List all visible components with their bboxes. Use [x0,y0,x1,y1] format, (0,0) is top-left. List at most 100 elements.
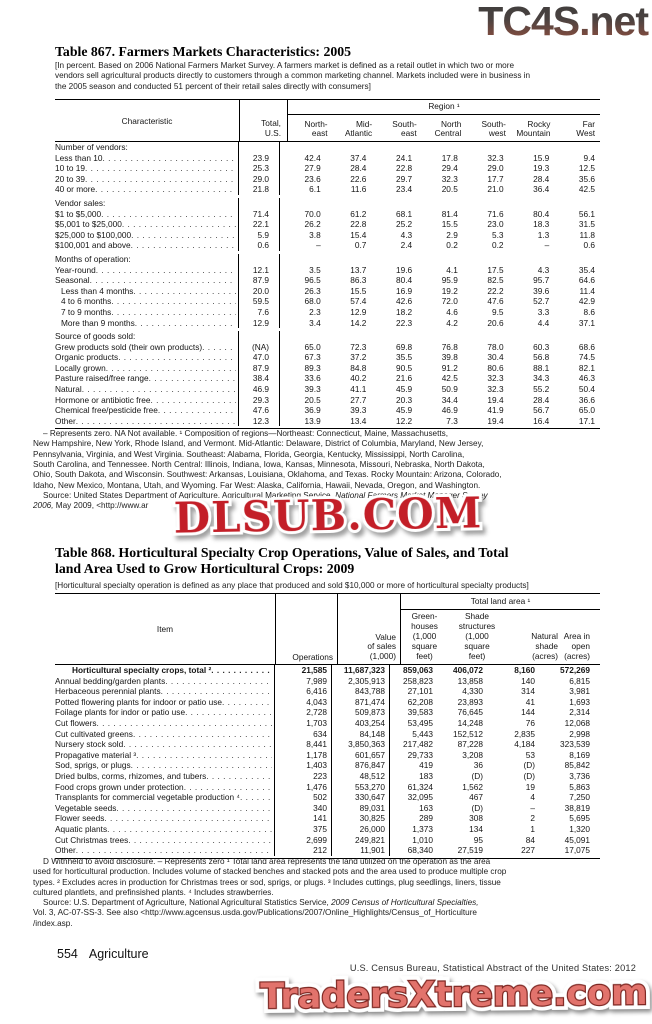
value-cell [280,331,326,342]
value-cell: 81.4 [441,208,458,219]
value-cell: 134 [469,823,483,834]
value-cell: 3,850,363 [332,739,390,750]
table-867: Characteristic Total, U.S. Region ¹ Nort… [55,99,600,430]
value-cell: 89,031 [332,802,390,814]
row-label: Vegetable seeds [55,802,275,814]
value-cell: 7.6 [239,306,280,318]
value-cell: 78.0 [487,341,504,352]
value-cell: 27,519 [457,845,483,856]
value-cell: 61,324 [407,781,433,792]
dot-leader [185,707,272,718]
row-label: Number of vendors: [55,142,239,153]
table-row: Horticultural specialty crops, total ²21… [55,665,600,676]
value-cell: 11,901 [332,845,390,856]
value-cell: 22.2 [487,285,504,296]
dot-leader [104,813,272,824]
value-cell [554,198,600,209]
table-row: 20 to 3929.0 23.6 22.6 29.7 32.3 17.7 28.4 35.6 [55,173,600,185]
value-cell [417,142,463,153]
value-cell [326,331,372,342]
value-cell: 22.1 [239,219,280,230]
table-row: Seasonal87.9 96.5 86.3 80.4 95.9 82.5 95.7 64.6 [55,275,600,286]
dot-leader [76,845,272,856]
value-cell: 36.6 [578,394,595,405]
dot-leader [95,184,236,195]
value-cell: 47.6 [487,296,504,307]
value-cell: 6,815 [569,675,590,686]
value-cell: 1,476 [275,781,332,793]
value-cell: 22.6 [350,173,367,184]
value-cell: 19.4 [487,394,504,405]
value-cell: 53 [525,749,535,760]
table-row: Cut cultivated greens63484,148 5,443 152,5… [55,728,600,740]
value-cell: 80.4 [533,208,550,219]
value-cell: 59.5 [239,296,280,307]
value-cell: 46.3 [578,373,595,384]
value-cell: 4.4 [537,317,550,328]
dot-leader [131,230,236,241]
source-text: Source: United States Department of Agri… [43,491,336,500]
value-cell: 1,403 [275,760,332,771]
dot-leader [135,318,236,329]
value-cell: 843,788 [332,686,390,697]
value-cell: 65.0 [578,405,595,416]
value-cell: 340 [275,802,332,814]
column-header-greenhouses: Green- houses (1,000 square feet) [411,611,438,662]
dot-leader [97,718,273,729]
value-cell: 14,248 [457,717,483,728]
dot-leader [85,174,236,185]
value-cell: 88.1 [533,362,550,373]
value-cell: 76,645 [457,707,483,718]
table-row: 7 to 9 months7.6 2.3 12.9 18.2 4.6 9.5 3.3 8.6 [55,306,600,318]
value-cell: 11.6 [350,184,367,195]
value-cell: 11.4 [579,285,595,296]
row-label: Locally grown [55,362,239,374]
row-label: $5,001 to $25,000 [55,219,239,230]
row-label: Propagative material ³ [55,749,275,761]
value-cell: 19 [525,781,535,792]
value-cell: 22.3 [395,317,413,328]
value-cell: 26.2 [304,219,321,230]
value-cell: 17.7 [487,173,504,184]
value-cell: 82.5 [487,275,504,286]
table867-note: [In percent. Based on 2006 National Farm… [55,61,531,91]
value-cell: 8,169 [569,749,590,760]
table867-body: Number of vendors:Less than 1023.9 42.4 37… [55,142,600,430]
source-italic-text: National Farmers Market Manager Survey 2… [33,491,488,511]
value-cell: 17.5 [487,264,504,275]
value-cell: 2,699 [275,834,332,846]
value-cell: 32.3 [487,373,504,384]
value-cell: 9.5 [492,306,504,317]
value-cell: 152,512 [453,728,483,739]
table-row: Less than 4 months20.0 26.3 15.5 16.9 19.2 22… [55,285,600,297]
value-cell: 47.0 [239,352,280,363]
page-number: 554 [57,947,78,961]
value-cell: 163 [419,802,433,813]
value-cell: 144 [521,707,535,718]
value-cell: 0.6 [239,240,280,251]
value-cell: 419 [419,760,433,771]
value-cell: 82.1 [578,362,595,373]
value-cell: 3.4 [309,317,321,328]
table-row: Vegetable seeds34089,031 163 (D) – 38,819 [55,802,600,814]
value-cell: 46.9 [239,384,280,395]
value-cell: 141 [275,813,332,824]
value-cell [554,331,600,342]
value-cell: 52.7 [533,296,550,307]
column-header-area-in-open: Area in open (acres) [563,631,590,662]
value-cell: – [544,240,550,251]
value-cell: 18.2 [395,306,413,317]
dot-leader [123,739,272,750]
dot-leader [101,209,236,220]
value-cell: 87.9 [239,275,280,286]
value-cell: 21.6 [395,373,413,384]
value-cell: 20.3 [395,394,413,405]
table-row: 40 or more21.8 6.1 11.6 23.4 20.5 21.0 36.4 42.… [55,184,600,195]
value-cell: 23.9 [239,152,280,164]
page-footer-right: U.S. Census Bureau, Statistical Abstract… [349,963,636,973]
value-cell: 5,443 [412,728,433,739]
value-cell: 71.4 [239,208,280,220]
value-cell: 2,305,913 [332,675,390,687]
